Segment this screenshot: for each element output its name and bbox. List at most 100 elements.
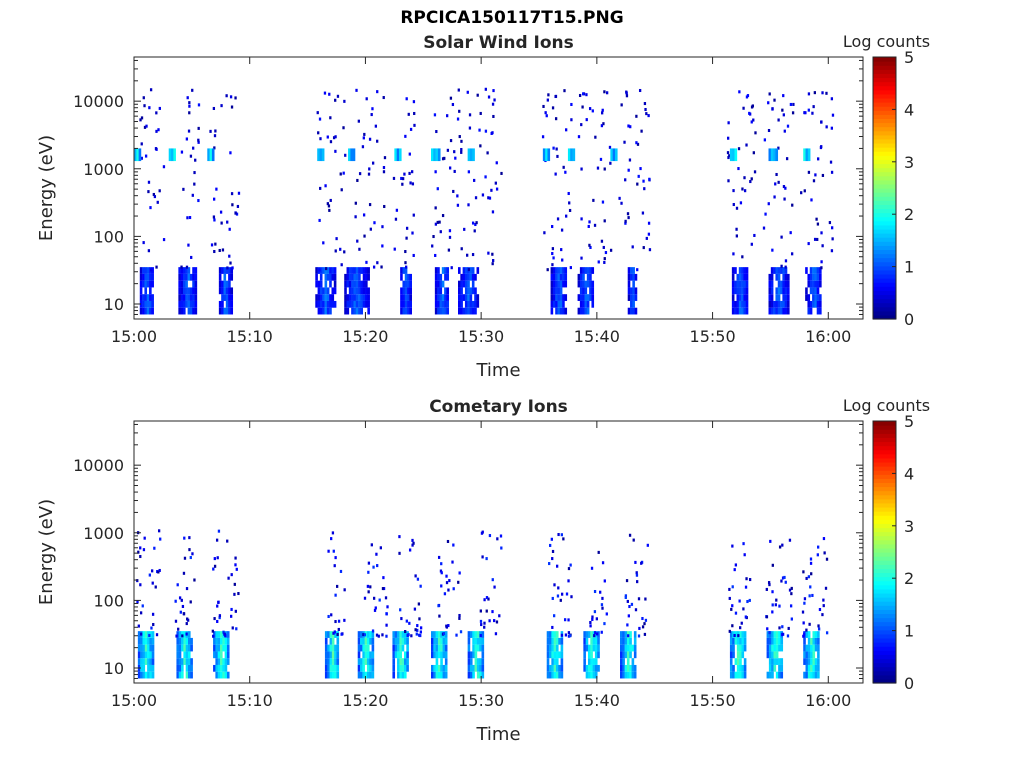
data-cell — [180, 150, 184, 154]
data-cell — [773, 658, 777, 665]
colorbar-segment — [873, 175, 896, 181]
data-cell — [562, 273, 565, 281]
colorbar-segment — [873, 294, 896, 300]
y-axis-label: Energy (eV) — [36, 499, 57, 605]
data-cell — [360, 671, 363, 679]
data-cell — [139, 294, 143, 301]
data-cell — [226, 220, 229, 224]
data-cell — [178, 267, 181, 274]
data-cell — [218, 273, 222, 281]
data-cell — [594, 135, 597, 139]
data-cell — [627, 216, 630, 220]
data-cell — [178, 294, 181, 301]
data-cell — [745, 267, 749, 274]
data-cell — [185, 671, 189, 679]
data-cell — [750, 120, 753, 124]
data-cell — [462, 267, 466, 274]
data-cell — [546, 631, 550, 638]
data-cell — [343, 250, 346, 254]
colorbar-segment — [873, 57, 896, 62]
data-cell — [331, 267, 335, 274]
data-cell — [481, 651, 485, 659]
data-cell — [808, 594, 811, 598]
data-cell — [189, 600, 192, 604]
data-cell — [737, 147, 741, 151]
colorbar-segment — [873, 531, 896, 537]
data-cell — [771, 658, 774, 665]
data-cell — [550, 307, 554, 315]
data-cell — [564, 307, 568, 315]
data-cell — [594, 631, 597, 635]
data-cell — [567, 567, 571, 571]
data-cell — [437, 280, 440, 288]
data-cell — [601, 596, 604, 600]
data-cell — [620, 637, 623, 645]
data-cell — [191, 88, 194, 92]
x-axis-label: Time — [475, 360, 520, 381]
data-cell — [404, 250, 407, 254]
data-cell — [474, 644, 478, 652]
data-cell — [417, 602, 421, 606]
data-cell — [185, 658, 189, 665]
data-cell — [734, 563, 738, 567]
data-cell — [768, 631, 772, 638]
data-cell — [545, 148, 548, 162]
data-cell — [144, 637, 148, 645]
data-cell — [637, 174, 640, 178]
data-cell — [777, 307, 781, 315]
data-cell — [467, 294, 470, 301]
data-cell — [440, 571, 443, 575]
data-cell — [577, 280, 581, 288]
data-cell — [215, 187, 218, 191]
colorbar-segment — [873, 490, 896, 496]
data-cell — [559, 273, 563, 281]
data-cell — [610, 148, 613, 162]
data-cell — [408, 152, 411, 156]
colorbar-segment — [873, 617, 896, 623]
data-cell — [479, 111, 482, 115]
data-cell — [469, 631, 473, 638]
data-cell — [322, 294, 325, 301]
data-cell — [409, 181, 412, 185]
data-cell — [466, 90, 469, 94]
data-cell — [221, 307, 224, 315]
colorbar-tick-label: 3 — [904, 153, 914, 172]
colorbar-segment — [873, 126, 896, 132]
data-cell — [185, 632, 188, 636]
data-cell — [446, 294, 450, 301]
data-cell — [411, 231, 414, 235]
data-cell — [784, 273, 788, 281]
data-cell — [346, 267, 350, 274]
data-cell — [221, 287, 224, 295]
data-cell — [419, 630, 423, 634]
data-cell — [136, 600, 139, 604]
data-cell — [394, 148, 397, 162]
data-cell — [627, 280, 631, 288]
data-cell — [182, 267, 186, 274]
data-cell — [577, 294, 581, 301]
data-cell — [151, 631, 155, 638]
data-cell — [407, 112, 410, 116]
data-cell — [555, 147, 558, 151]
data-cell — [782, 280, 785, 288]
data-cell — [569, 634, 572, 638]
data-cell — [551, 106, 555, 110]
data-cell — [404, 651, 407, 659]
colorbar-segment — [873, 142, 896, 148]
colorbar-segment — [873, 515, 896, 520]
data-cell — [142, 664, 146, 672]
data-cell — [440, 671, 443, 679]
data-cell — [418, 617, 421, 621]
data-cell — [780, 300, 783, 308]
data-cell — [171, 148, 174, 162]
data-cell — [162, 238, 166, 242]
data-cell — [336, 658, 340, 665]
data-cell — [178, 637, 182, 645]
data-cell — [434, 273, 438, 281]
data-cell — [467, 203, 470, 207]
colorbar-segment — [873, 556, 896, 561]
colorbar-segment — [873, 552, 896, 557]
data-cell — [368, 137, 372, 141]
colorbar-segment — [873, 654, 896, 660]
data-cell — [366, 658, 370, 665]
